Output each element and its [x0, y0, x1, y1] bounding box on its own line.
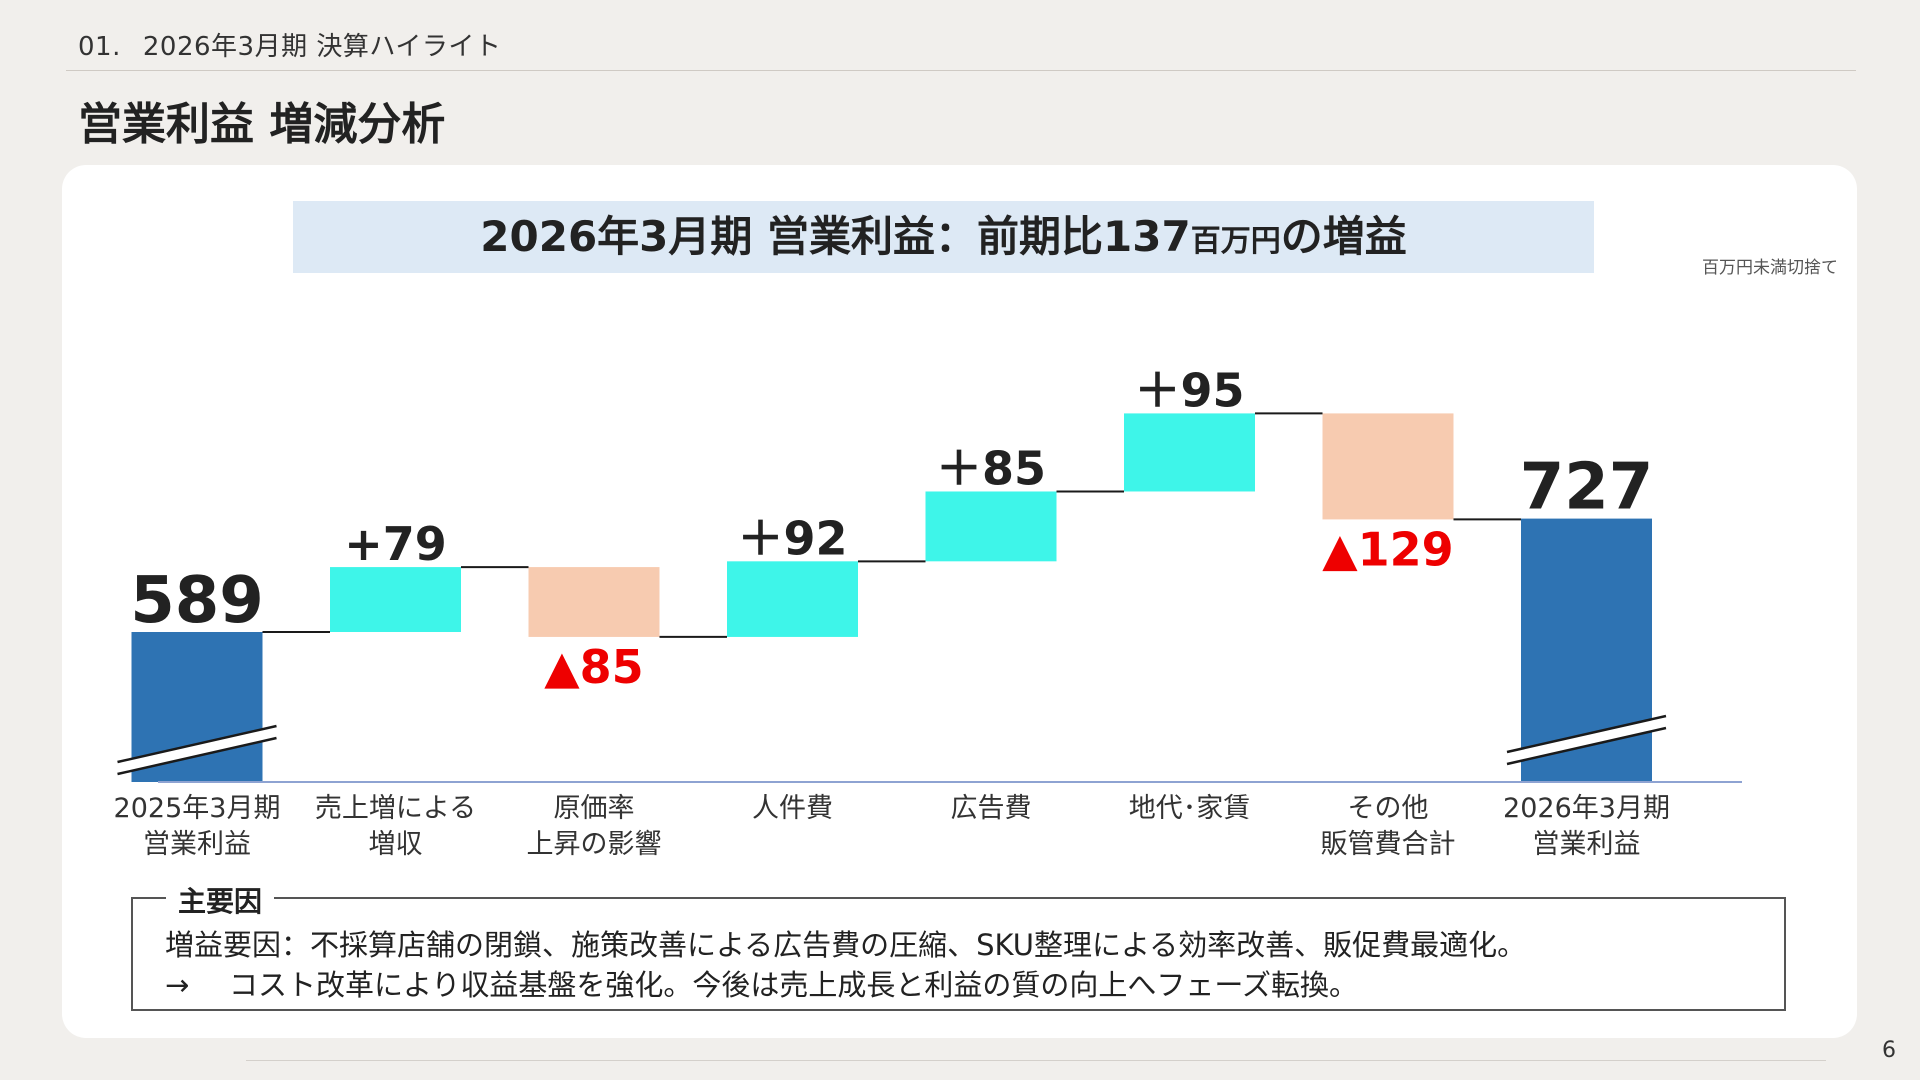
- category-label-8: 2026年3月期: [1503, 793, 1670, 824]
- banner-main-text: 2026年3月期 営業利益：前期比137: [480, 212, 1191, 261]
- category-label-4: 人件費: [752, 793, 833, 824]
- factors-line-2: → コスト改革により収益基盤を強化。今後は売上成長と利益の質の向上へフェーズ転換。: [165, 962, 1358, 1004]
- banner-tail-text: の増益: [1280, 212, 1407, 261]
- value-label-8: 727: [1520, 451, 1654, 525]
- category-label-1: 営業利益: [143, 829, 251, 860]
- arrow-glyph: →: [165, 968, 190, 1002]
- bar-5: [925, 491, 1057, 562]
- page-number: 6: [1882, 1038, 1896, 1063]
- value-label-2: +79: [344, 517, 447, 571]
- value-label-5: ＋85: [936, 441, 1046, 495]
- unit-note: 百万円未満切捨て: [1702, 258, 1838, 278]
- factors-line-1: 増益要因：不採算店舗の閉鎖、施策改善による広告費の圧縮、SKU整理による効率改善…: [165, 928, 1527, 962]
- section-heading: 01. 2026年3月期 決算ハイライト: [78, 26, 501, 63]
- factors-title: 主要因: [166, 880, 275, 920]
- category-label-7: その他: [1348, 793, 1429, 824]
- value-label-4: ＋92: [737, 511, 847, 565]
- category-label-3: 上昇の影響: [527, 829, 662, 860]
- axis-break-line: [117, 724, 277, 764]
- axis-break-1: [117, 726, 277, 774]
- bar-3: [528, 567, 660, 637]
- value-label-7: ▲129: [1322, 522, 1453, 576]
- category-label-8: 営業利益: [1533, 829, 1641, 860]
- value-label-6: ＋95: [1134, 363, 1244, 417]
- header-divider: [66, 70, 1856, 71]
- footer-divider: [246, 1060, 1826, 1061]
- category-label-2: 売上増による: [315, 793, 476, 824]
- category-label-6: 地代･家賃: [1129, 793, 1251, 824]
- bar-7: [1322, 413, 1454, 520]
- factors-box: [131, 897, 1786, 1011]
- value-label-1: 589: [130, 564, 264, 638]
- bar-6: [1124, 413, 1255, 492]
- axis-break-8: [1507, 716, 1666, 764]
- axis-break-line: [1506, 714, 1667, 754]
- category-label-2: 増収: [369, 829, 423, 860]
- category-label-3: 原価率: [554, 793, 635, 824]
- section-label: 2026年3月期 決算ハイライト: [142, 32, 502, 62]
- page-title: 営業利益 増減分析: [78, 99, 446, 150]
- category-label-1: 2025年3月期: [114, 793, 281, 824]
- axis-break-line: [117, 736, 277, 776]
- summary-banner: 2026年3月期 営業利益：前期比137百万円の増益: [293, 201, 1594, 273]
- category-label-7: 販管費合計: [1321, 829, 1456, 860]
- banner-unit-text: 百万円: [1190, 224, 1281, 259]
- category-label-5: 広告費: [951, 793, 1032, 824]
- factors-line-2-text: コスト改革により収益基盤を強化。今後は売上成長と利益の質の向上へフェーズ転換。: [229, 968, 1358, 1002]
- axis-break-line: [1506, 726, 1667, 766]
- bar-2: [330, 567, 461, 632]
- bar-4: [727, 561, 858, 637]
- section-number: 01.: [78, 32, 121, 62]
- value-label-3: ▲85: [544, 640, 643, 694]
- waterfall-chart: 5892025年3月期営業利益+79売上増による増収▲85原価率上昇の影響＋92…: [114, 363, 1742, 860]
